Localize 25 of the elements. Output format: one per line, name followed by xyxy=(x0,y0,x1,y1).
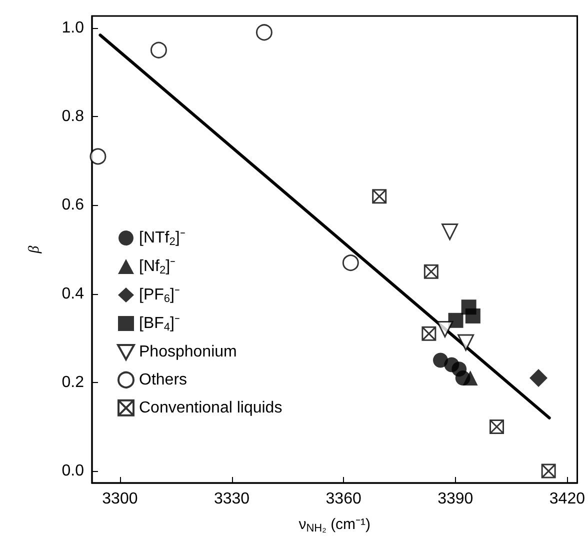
point xyxy=(442,224,458,240)
y-tick-label: 0.0 xyxy=(62,462,84,480)
point xyxy=(90,148,106,165)
point xyxy=(530,368,548,387)
point xyxy=(150,42,167,58)
legend-label: Phosphonium xyxy=(139,344,237,361)
x-tick-label: 3330 xyxy=(214,490,250,508)
y-tick-label: 0.6 xyxy=(62,196,84,214)
y-axis-title: β xyxy=(26,245,42,254)
y-tick-label: 1.0 xyxy=(62,19,84,36)
x-tick-label: 3420 xyxy=(549,490,586,508)
y-tick-label: 0.2 xyxy=(62,374,84,391)
legend-label: Conventional liquids xyxy=(139,399,282,416)
point xyxy=(342,254,359,272)
point xyxy=(256,24,272,41)
x-tick-label: 3390 xyxy=(438,490,474,508)
point xyxy=(465,308,480,324)
point xyxy=(436,321,454,338)
point xyxy=(462,370,478,386)
x-tick-label: 3300 xyxy=(102,490,138,508)
y-tick-label: 0.8 xyxy=(62,108,84,126)
legend-label: Others xyxy=(139,371,188,388)
x-tick-label: 3360 xyxy=(326,490,362,508)
y-tick-label: 0.4 xyxy=(62,285,84,302)
point xyxy=(458,334,474,351)
